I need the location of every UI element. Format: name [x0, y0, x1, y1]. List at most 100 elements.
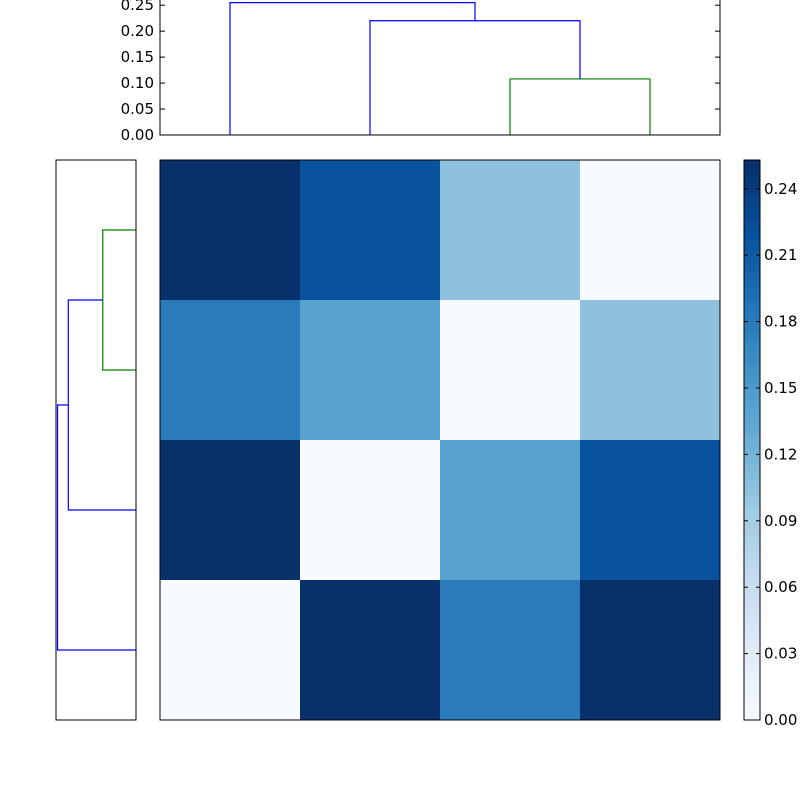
heatmap-cell — [300, 440, 440, 580]
heatmap-cell — [580, 300, 720, 440]
heatmap-cell — [300, 300, 440, 440]
colorbar-segment — [744, 525, 760, 531]
colorbar-segment — [744, 715, 760, 721]
top-dendrogram-tick-label: 0.05 — [121, 100, 154, 118]
colorbar-segment — [744, 345, 760, 351]
colorbar-segment — [744, 505, 760, 511]
colorbar-segment — [744, 175, 760, 181]
colorbar-segment — [744, 695, 760, 701]
heatmap-cell — [440, 160, 580, 300]
colorbar-segment — [744, 540, 760, 546]
colorbar-segment — [744, 480, 760, 486]
colorbar-segment — [744, 690, 760, 696]
colorbar-tick-label: 0.21 — [764, 246, 797, 264]
colorbar-segment — [744, 555, 760, 561]
colorbar-segment — [744, 550, 760, 556]
colorbar-tick-label: 0.00 — [764, 711, 797, 729]
colorbar-segment — [744, 500, 760, 506]
colorbar-segment — [744, 160, 760, 166]
colorbar-segment — [744, 680, 760, 686]
colorbar-segment — [744, 245, 760, 251]
colorbar-segment — [744, 710, 760, 716]
colorbar-segment — [744, 265, 760, 271]
colorbar-segment — [744, 215, 760, 221]
colorbar-segment — [744, 240, 760, 246]
colorbar-segment — [744, 195, 760, 201]
colorbar-segment — [744, 425, 760, 431]
top-dendrogram-frame — [159, 0, 721, 136]
colorbar-segment — [744, 460, 760, 466]
colorbar-segment — [744, 385, 760, 391]
colorbar-segment — [744, 575, 760, 581]
colorbar-segment — [744, 350, 760, 356]
colorbar-segment — [744, 280, 760, 286]
colorbar-segment — [744, 445, 760, 451]
colorbar-segment — [744, 640, 760, 646]
colorbar-segment — [744, 310, 760, 316]
colorbar-tick-label: 0.24 — [764, 180, 797, 198]
colorbar-segment — [744, 630, 760, 636]
colorbar-segment — [744, 510, 760, 516]
top-dendrogram-panel: 0.00 0.05 0.10 0.15 0.20 0.25 — [121, 0, 721, 144]
colorbar-segment — [744, 570, 760, 576]
colorbar-segment — [744, 415, 760, 421]
colorbar-tick-label: 0.03 — [764, 645, 797, 663]
colorbar-segment — [744, 200, 760, 206]
colorbar-segment — [744, 375, 760, 381]
colorbar-segment — [744, 590, 760, 596]
colorbar-segment — [744, 250, 760, 256]
colorbar-segment — [744, 220, 760, 226]
colorbar-tick-label: 0.06 — [764, 578, 797, 596]
heatmap-cell — [580, 160, 720, 300]
colorbar-tick-label: 0.12 — [764, 445, 797, 463]
colorbar-segment — [744, 290, 760, 296]
colorbar-segment — [744, 655, 760, 661]
colorbar-segment — [744, 600, 760, 606]
colorbar-segment — [744, 260, 760, 266]
colorbar-segment — [744, 190, 760, 196]
colorbar-segment — [744, 685, 760, 691]
colorbar-segment — [744, 395, 760, 401]
colorbar-segment — [744, 320, 760, 326]
colorbar-segment — [744, 515, 760, 521]
top-dendrogram-tick-label: 0.25 — [121, 0, 154, 14]
colorbar-segment — [744, 530, 760, 536]
colorbar-segment — [744, 435, 760, 441]
heatmap-cell — [580, 440, 720, 580]
colorbar-segment — [744, 560, 760, 566]
colorbar-segment — [744, 650, 760, 656]
colorbar-segment — [744, 440, 760, 446]
heatmap-frame — [159, 159, 721, 721]
left-dendrogram-panel — [55, 159, 137, 721]
heatmap-cell — [580, 580, 720, 720]
colorbar-segment — [744, 520, 760, 526]
colorbar-segment — [744, 670, 760, 676]
colorbar-panel: 0.00 0.03 0.06 0.09 0.12 0.15 0.18 0.21 0.24 — [743, 159, 797, 729]
colorbar-segment — [744, 420, 760, 426]
colorbar-segment — [744, 205, 760, 211]
colorbar-segment — [744, 360, 760, 366]
colorbar-segment — [744, 180, 760, 186]
colorbar-segment — [744, 485, 760, 491]
colorbar-segment — [744, 270, 760, 276]
colorbar-segment — [744, 610, 760, 616]
left-dendrogram-link — [67, 299, 136, 511]
colorbar-segment — [744, 470, 760, 476]
colorbar-segment — [744, 285, 760, 291]
colorbar-segment — [744, 660, 760, 666]
heatmap-cell — [160, 580, 300, 720]
colorbar-segment — [744, 405, 760, 411]
colorbar-frame — [743, 159, 761, 721]
colorbar-segment — [744, 165, 760, 171]
colorbar-segment — [744, 370, 760, 376]
colorbar-segment — [744, 545, 760, 551]
heatmap-panel — [159, 159, 721, 721]
top-dendrogram-tick-label: 0.10 — [121, 74, 154, 92]
heatmap-cell — [440, 300, 580, 440]
colorbar-segment — [744, 620, 760, 626]
colorbar-segment — [744, 315, 760, 321]
colorbar-segment — [744, 430, 760, 436]
colorbar-segment — [744, 330, 760, 336]
colorbar-segment — [744, 235, 760, 241]
